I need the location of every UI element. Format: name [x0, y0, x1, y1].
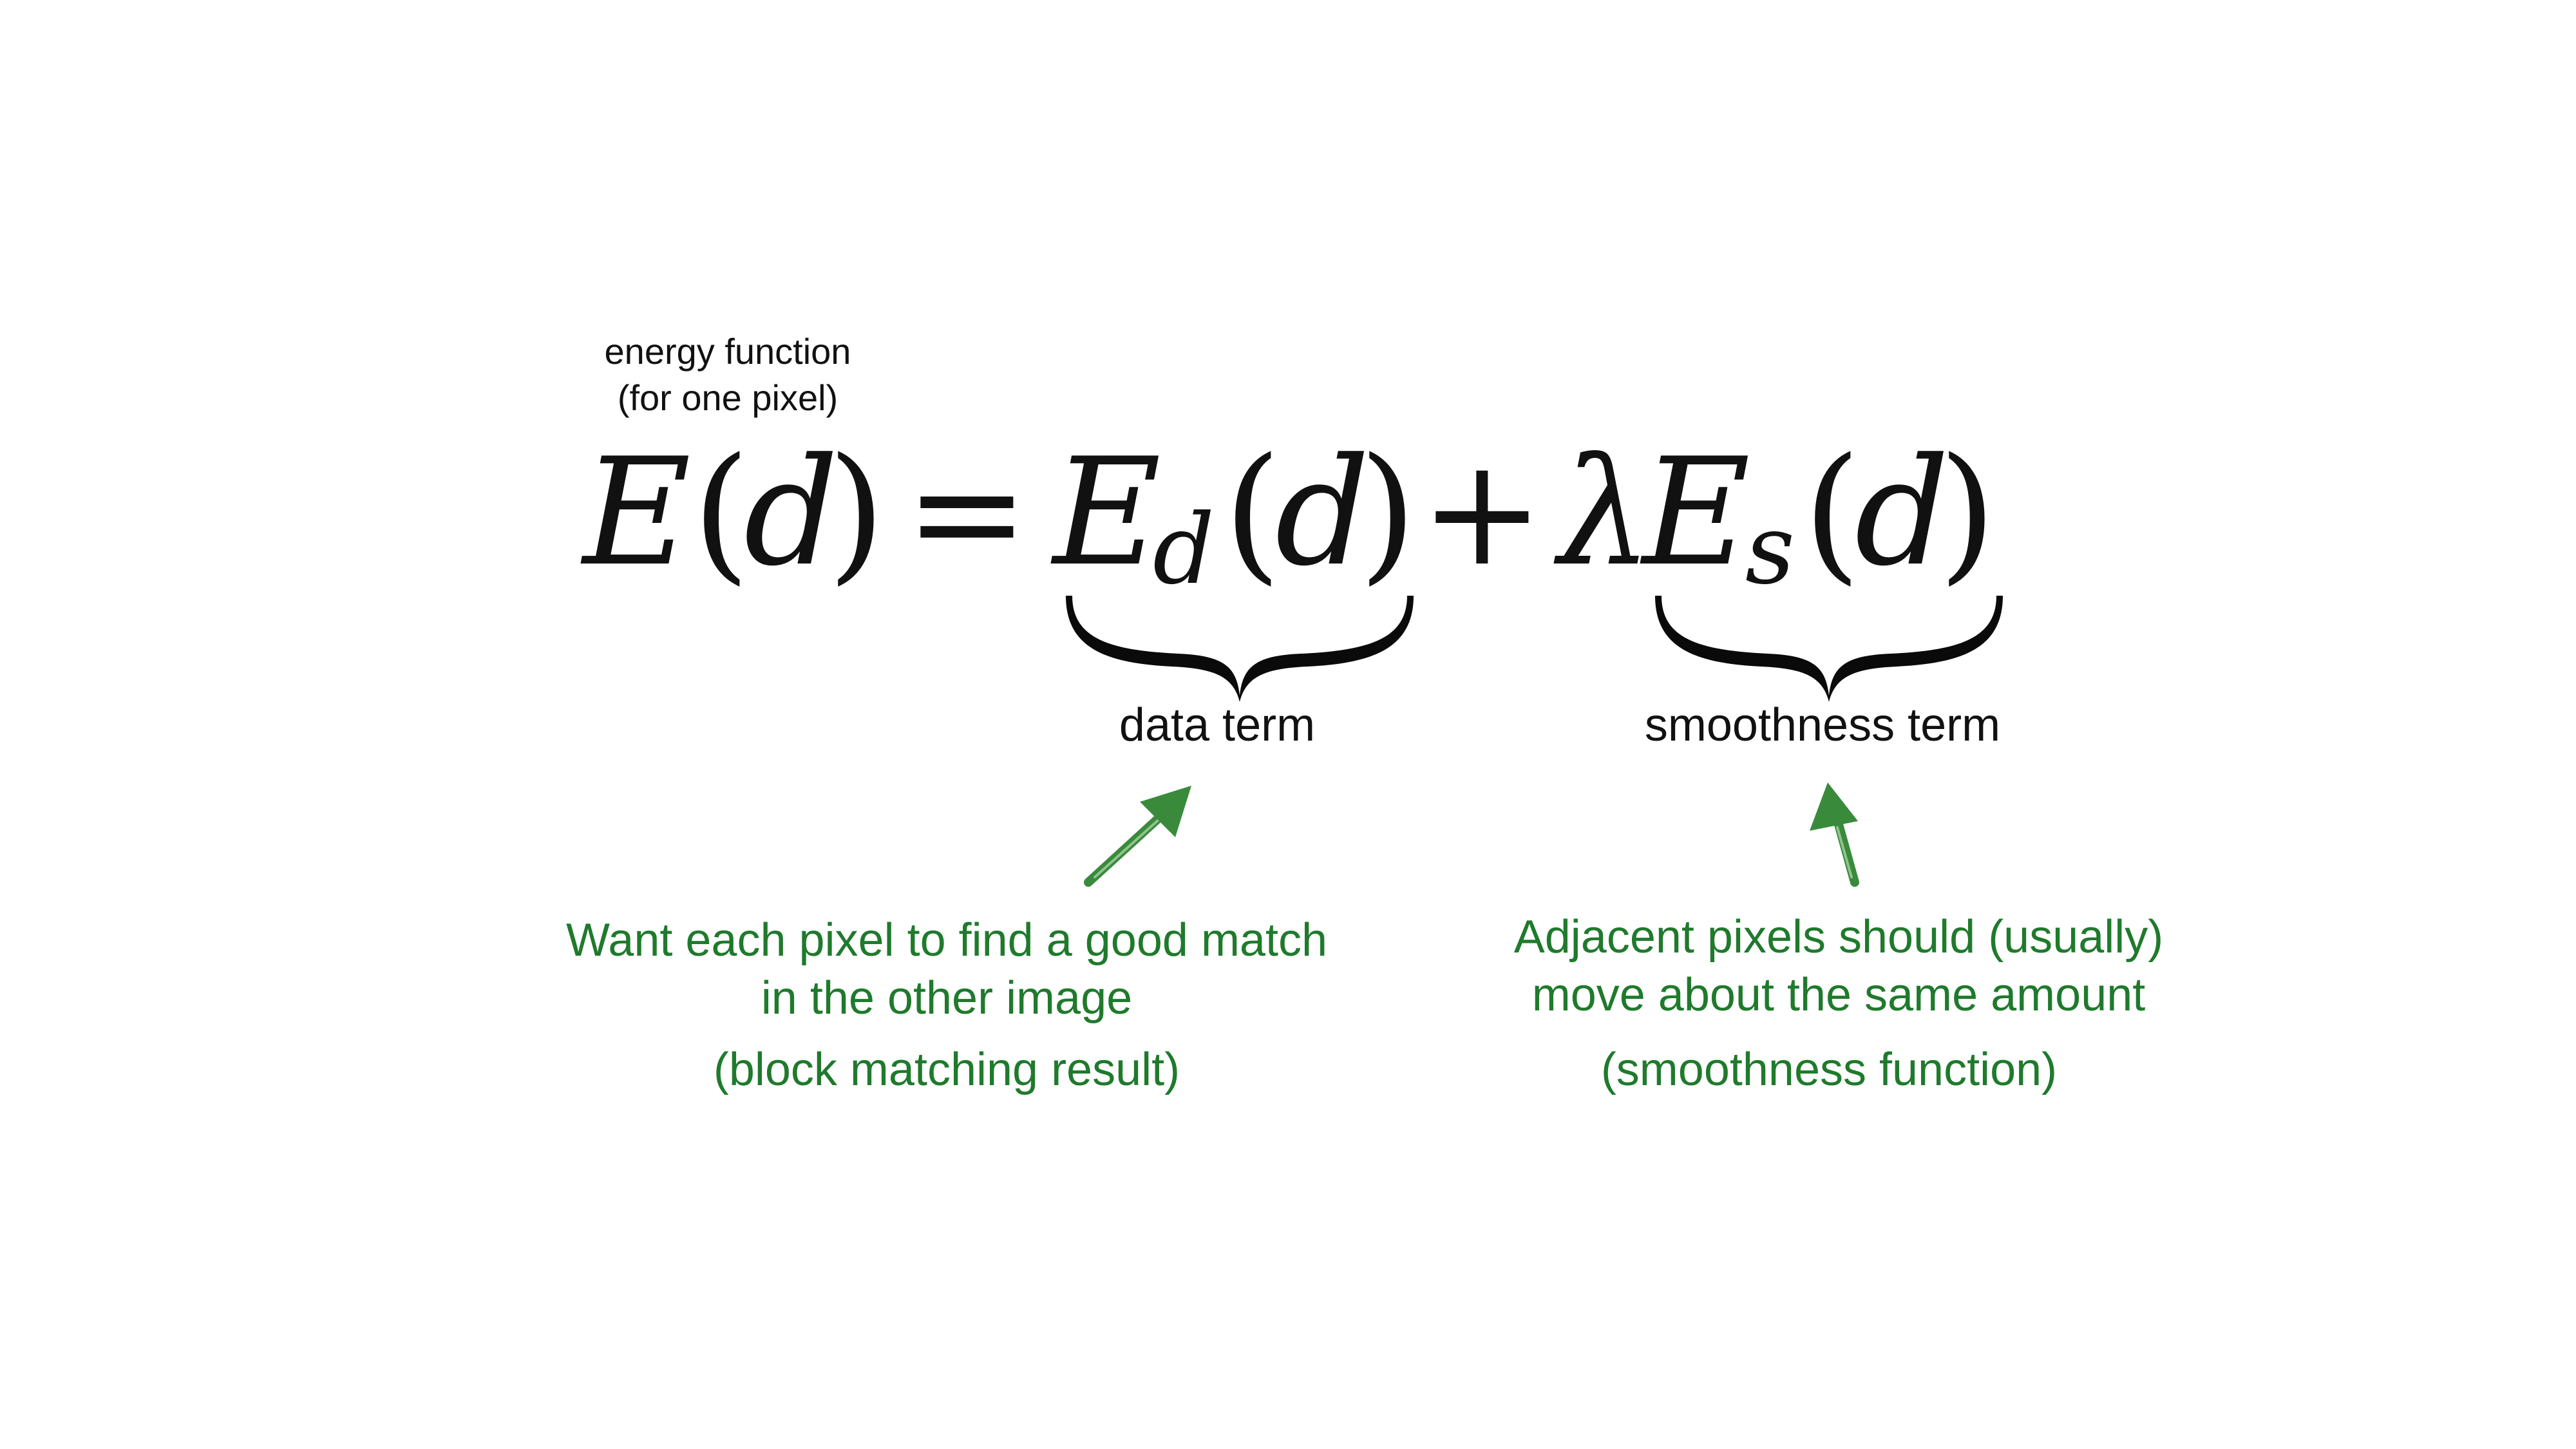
- eq-equals: =: [905, 427, 1029, 599]
- eq-rparen-3: ): [1938, 427, 1996, 599]
- smoothness-term-note-line1: Adjacent pixels should (usually): [1513, 911, 2164, 963]
- eq-Es-sub: s: [1745, 494, 1795, 606]
- eq-lparen-2: (: [1224, 427, 1282, 599]
- eq-d-2: d: [1275, 427, 1370, 599]
- data-term-note: Want each pixel to find a good match in …: [496, 911, 1397, 1027]
- data-term-note-line1: Want each pixel to find a good match: [565, 914, 1328, 966]
- data-term-label: data term: [1119, 699, 1316, 751]
- energy-caption-line2: (for one pixel): [617, 377, 838, 418]
- underbrace-icon-smoothness-term: [1655, 596, 2003, 702]
- eq-Ed-base: E: [1050, 427, 1161, 599]
- eq-plus: +: [1420, 427, 1544, 599]
- smoothness-term-note-sub: (smoothness function): [1600, 1044, 2058, 1095]
- smoothness-term-label: smoothness term: [1644, 699, 2001, 751]
- eq-d-3: d: [1855, 427, 1949, 599]
- eq-rparen-1: ): [828, 427, 886, 599]
- energy-caption-line1: energy function: [604, 331, 851, 372]
- arrow-up-right-icon: [1084, 786, 1191, 887]
- eq-Ed-sub: d: [1153, 494, 1215, 606]
- underbrace-icon-data-term: [1066, 596, 1414, 702]
- eq-lparen-3: (: [1803, 427, 1861, 599]
- data-term-note-sub: (block matching result): [713, 1044, 1180, 1095]
- equation-smoothness-term: λ E s ( d ): [1553, 427, 1996, 606]
- equation-data-term: E d ( d ): [1050, 427, 1417, 606]
- eq-E: E: [580, 427, 691, 599]
- smoothness-term-note-line2: move about the same amount: [1531, 969, 2146, 1021]
- eq-lambda: λ: [1553, 427, 1653, 599]
- equation-lhs: E ( d ): [580, 427, 886, 599]
- eq-lparen-1: (: [692, 427, 750, 599]
- arrow-up-icon: [1810, 782, 1859, 887]
- eq-d-1: d: [744, 427, 838, 599]
- energy-function-caption: energy function (for one pixel): [535, 328, 921, 421]
- data-term-note-line2: in the other image: [761, 972, 1133, 1024]
- eq-Es-base: E: [1640, 427, 1750, 599]
- smoothness-term-note: Adjacent pixels should (usually) move ab…: [1436, 908, 2241, 1024]
- eq-rparen-2: ): [1359, 427, 1417, 599]
